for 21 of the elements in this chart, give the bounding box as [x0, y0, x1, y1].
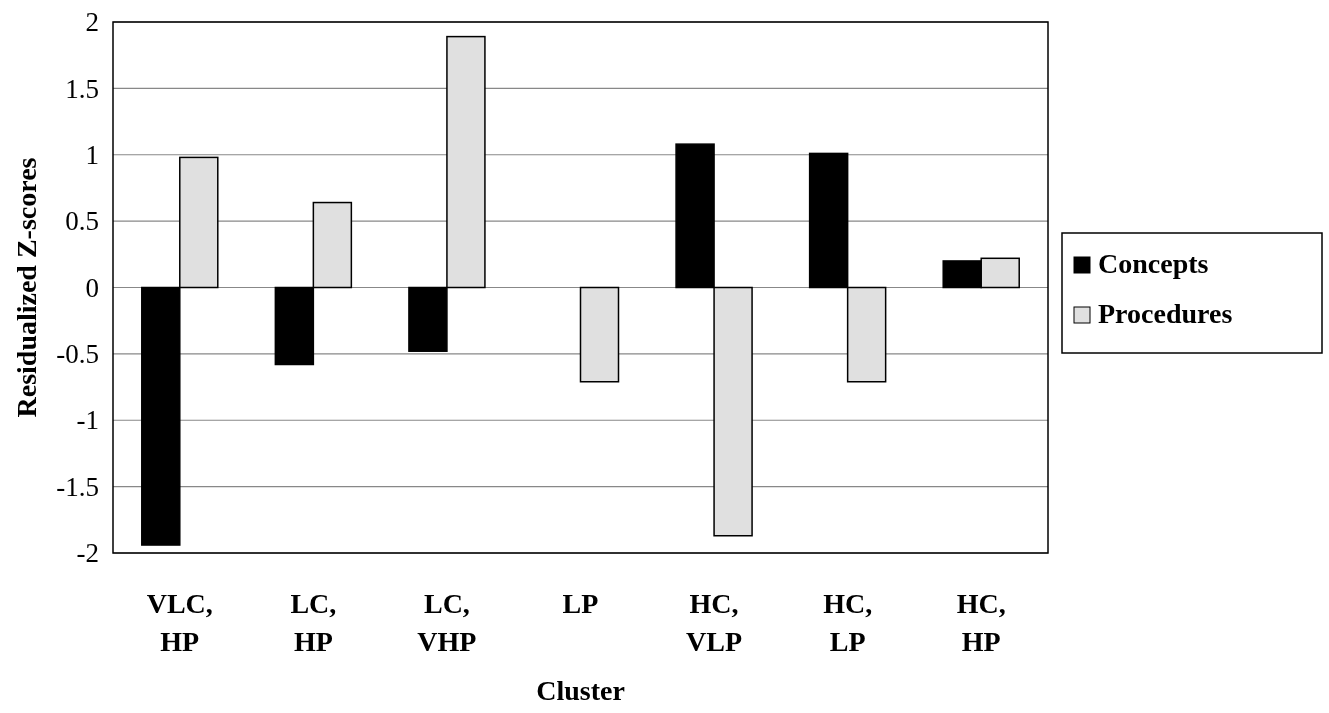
y-tick-label: -1.5	[56, 471, 99, 502]
y-axis-title: Residualized Z-scores	[11, 157, 42, 418]
y-tick-label: -1	[76, 405, 99, 436]
y-tick-label: -0.5	[56, 339, 99, 370]
y-tick-label: 1	[85, 139, 99, 170]
bar	[579, 286, 620, 383]
x-tick-label: HC, VLP	[686, 588, 743, 657]
y-tick-label: 1.5	[65, 73, 99, 104]
y-tick-label: -2	[76, 538, 99, 569]
y-tick-label: 2	[85, 7, 99, 38]
legend-label: Procedures	[1098, 298, 1233, 329]
y-tick-label: 0.5	[65, 206, 99, 237]
legend-label: Concepts	[1098, 248, 1209, 279]
x-axis-title: Cluster	[536, 675, 625, 706]
x-tick-label: LC, VHP	[417, 588, 477, 657]
x-tick-label: HC, LP	[823, 588, 873, 657]
x-tick-label: VLC, HP	[146, 588, 213, 657]
y-tick-label: 0	[85, 272, 99, 303]
x-tick-label: LC, HP	[290, 588, 337, 657]
x-tick-label: HC, HP	[956, 588, 1006, 657]
x-tick-label: LP	[562, 588, 599, 619]
